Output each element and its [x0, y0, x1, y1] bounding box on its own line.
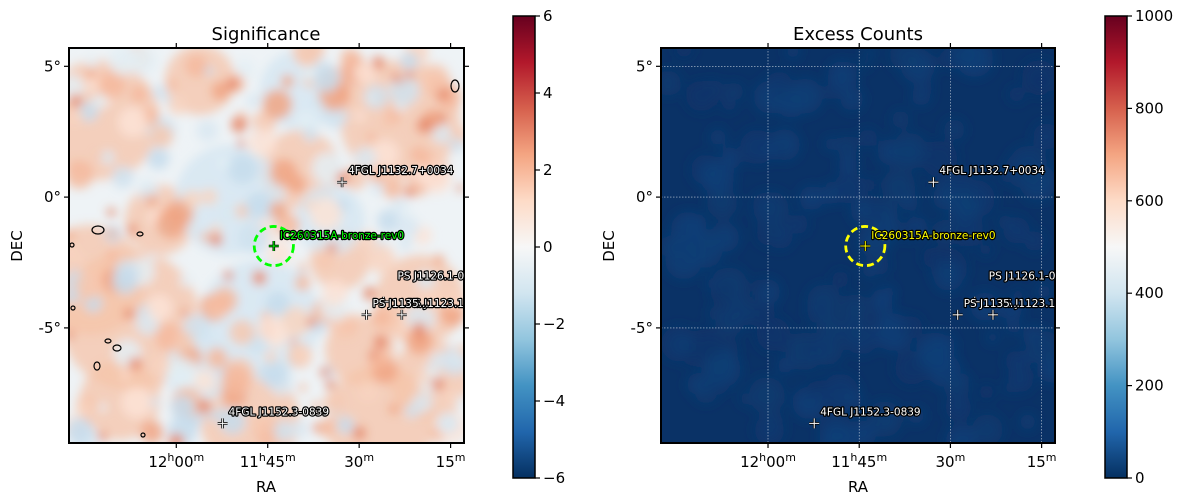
colorbar-tick-label: −6	[543, 469, 565, 487]
excess-counts-ylabel: DEC	[600, 230, 618, 262]
svg-text:PS J1123.1-0430: PS J1123.1-0430	[408, 298, 495, 310]
x-tick-label: 11h45m	[240, 451, 296, 471]
svg-text:IC260315A-bronze-rev0: IC260315A-bronze-rev0	[871, 230, 995, 242]
roi-circle	[252, 225, 295, 268]
source-label: PS J1126.1-0400	[398, 271, 485, 283]
x-tick-label: 30m	[344, 451, 374, 471]
significance-frame	[68, 47, 465, 444]
source-label: PS J1123.1-0430	[999, 298, 1086, 310]
y-tick-label: 0°	[636, 188, 653, 206]
y-tick-label: 0°	[44, 188, 61, 206]
colorbar-tick-label: 200	[1135, 377, 1164, 395]
significance-map	[69, 48, 464, 443]
source-label: 4FGL J1132.7+0034	[939, 165, 1045, 177]
colorbar-tick-label: 6	[543, 7, 553, 25]
svg-text:PS J1126.1-0400: PS J1126.1-0400	[989, 271, 1076, 283]
source-label: 4FGL J1132.7+0034	[348, 165, 454, 177]
svg-text:4FGL J1152.3-0839: 4FGL J1152.3-0839	[229, 406, 329, 418]
significance-title: Significance	[212, 24, 321, 45]
colorbar-tick-label: 1000	[1135, 7, 1173, 25]
colorbar-tick-label: −2	[543, 315, 565, 333]
excess-counts-panel: Excess Counts 12h00m 11h45m 30m 15m5°0°-5° …	[600, 24, 1086, 496]
source-label: 4FGL J1152.3-0839	[820, 406, 920, 418]
source-label: 4FGL J1152.3-0839	[229, 406, 329, 418]
source-label: PS J1123.1-0430	[408, 298, 495, 310]
colorbar-tick-label: 0	[1135, 469, 1145, 487]
source-marker: IC260315A-bronze-rev0IC260315A-bronze-re…	[860, 229, 997, 252]
excess-counts-colorbar: 0 200 400 600 800 1000	[1104, 7, 1173, 487]
y-tick-label: -5°	[631, 319, 653, 337]
source-label: PS J1126.1-0400	[989, 271, 1076, 283]
x-tick-label: 15m	[1027, 451, 1057, 471]
colorbar-tick-label: 600	[1135, 192, 1164, 210]
svg-text:4FGL J1132.7+0034: 4FGL J1132.7+0034	[939, 165, 1045, 177]
x-tick-label: 12h00m	[740, 451, 796, 471]
x-tick-label: 30m	[936, 451, 966, 471]
y-tick-label: -5°	[39, 319, 61, 337]
svg-text:4FGL J1152.3-0839: 4FGL J1152.3-0839	[820, 406, 920, 418]
colorbar-tick-label: 0	[543, 238, 553, 256]
roi-circle	[844, 225, 887, 268]
source-marker: PS J1135...PS J1135...	[952, 297, 1021, 320]
source-label: IC260315A-bronze-rev0	[871, 230, 995, 242]
x-tick-label: 12h00m	[148, 451, 204, 471]
significance-panel: Significance 12h00m 11h45m 30m 15m 5° 0° -5° 4…	[8, 24, 495, 496]
source-label: PS J1135...	[372, 298, 428, 310]
colorbar-tick-label: 4	[543, 84, 553, 102]
colorbar-tick-label: 800	[1135, 99, 1164, 117]
significance-ylabel: DEC	[8, 230, 26, 262]
svg-text:PS J1126.1-0400: PS J1126.1-0400	[398, 271, 485, 283]
x-tick-label: 11h45m	[831, 451, 887, 471]
source-marker: IC260315A-bronze-rev0IC260315A-bronze-re…	[268, 229, 405, 252]
y-tick-label: 5°	[636, 57, 653, 75]
excess-counts-xlabel: RA	[848, 478, 869, 496]
svg-text:4FGL J1132.7+0034: 4FGL J1132.7+0034	[348, 165, 454, 177]
svg-text:IC260315A-bronze-rev0: IC260315A-bronze-rev0	[280, 230, 404, 242]
source-label: PS J1135...	[964, 298, 1020, 310]
source-label: IC260315A-bronze-rev0	[280, 230, 404, 242]
source-marker: PS J1135...PS J1135...	[361, 297, 430, 320]
svg-text:PS J1123.1-0430: PS J1123.1-0430	[999, 298, 1086, 310]
colorbar-tick-label: 2	[543, 161, 553, 179]
svg-text:PS J1135...: PS J1135...	[964, 298, 1020, 310]
colorbar-tick-label: −4	[543, 392, 565, 410]
excess-counts-map	[661, 48, 1055, 443]
colorbar-tick-label: 400	[1135, 284, 1164, 302]
excess-counts-title: Excess Counts	[793, 24, 923, 45]
excess-counts-frame	[660, 47, 1056, 444]
significance-colorbar: −6 −4 −2 0 2 4 6	[512, 7, 565, 487]
y-tick-label: 5°	[44, 57, 61, 75]
x-tick-label: 15m	[436, 451, 466, 471]
significance-xlabel: RA	[256, 478, 277, 496]
svg-text:PS J1135...: PS J1135...	[372, 298, 428, 310]
